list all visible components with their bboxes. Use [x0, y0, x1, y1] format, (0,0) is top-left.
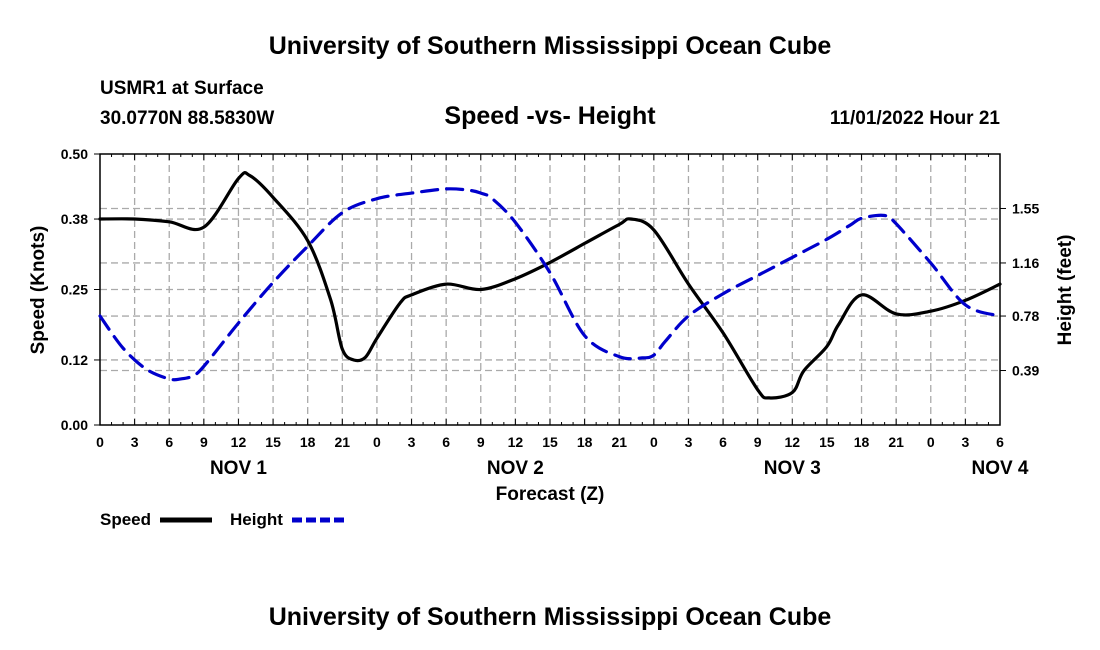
- y-tick-label: 0.25: [61, 282, 88, 298]
- series-lines: [98, 171, 1002, 400]
- x-axis-label: Forecast (Z): [496, 484, 605, 505]
- x-tick-label: 9: [200, 434, 208, 450]
- y-tick-label: 0.00: [61, 417, 88, 433]
- x-tick-label: 15: [265, 434, 281, 450]
- speed-series-line: [98, 171, 1002, 400]
- x-tick-label: 15: [542, 434, 558, 450]
- x-tick-label: 21: [888, 434, 904, 450]
- x-tick-label: 12: [785, 434, 801, 450]
- chart-title: Speed -vs- Height: [444, 102, 656, 130]
- y-axis-label: Speed (Knots): [28, 226, 49, 355]
- y2-tick-label: 0.78: [1012, 308, 1039, 324]
- legend-speed-label: Speed: [100, 510, 151, 529]
- x-tick-label: 6: [165, 434, 173, 450]
- forecast-datetime: 11/01/2022 Hour 21: [830, 108, 1000, 129]
- x-tick-label: 21: [335, 434, 351, 450]
- x-tick-label: 0: [96, 434, 104, 450]
- x-tick-label: 3: [408, 434, 416, 450]
- grid-lines: [100, 154, 1000, 425]
- x-tick-label: 12: [508, 434, 524, 450]
- x-tick-label: 6: [719, 434, 727, 450]
- y2-tick-label: 1.16: [1012, 255, 1039, 271]
- station-coords: 30.0770N 88.5830W: [100, 108, 274, 129]
- day-label: NOV 4: [971, 458, 1028, 479]
- x-tick-label: 12: [231, 434, 247, 450]
- y2-tick-label: 1.55: [1012, 200, 1039, 216]
- station-label: USMR1 at Surface: [100, 78, 264, 99]
- y2-axis-label: Height (feet): [1055, 235, 1076, 346]
- x-tick-label: 18: [854, 434, 870, 450]
- x-tick-label: 18: [577, 434, 593, 450]
- x-tick-label: 21: [611, 434, 627, 450]
- page-title: University of Southern Mississippi Ocean…: [269, 32, 832, 60]
- x-tick-label: 9: [477, 434, 485, 450]
- x-tick-label: 0: [373, 434, 381, 450]
- day-label: NOV 1: [210, 458, 267, 479]
- x-tick-label: 3: [961, 434, 969, 450]
- day-label: NOV 2: [487, 458, 544, 479]
- axes: [94, 153, 1006, 426]
- x-tick-label: 9: [754, 434, 762, 450]
- y-tick-label: 0.12: [61, 352, 88, 368]
- footer-title: University of Southern Mississippi Ocean…: [269, 603, 832, 631]
- y-tick-label: 0.50: [61, 146, 88, 162]
- legend: Speed Height: [100, 510, 344, 529]
- x-tick-label: 3: [131, 434, 139, 450]
- x-tick-label: 15: [819, 434, 835, 450]
- day-label: NOV 3: [764, 458, 821, 479]
- tick-labels: 0 3 6 9 12 15 18 21 0 3 6 9 12 15 18 21 0 3 6 9 12 15 18 21 0 3 6 N…: [61, 146, 1040, 479]
- x-tick-label: 18: [300, 434, 316, 450]
- plot-frame: [99, 153, 1001, 426]
- y2-tick-label: 0.39: [1012, 363, 1039, 379]
- height-series-line: [98, 187, 1002, 382]
- x-tick-label: 3: [685, 434, 693, 450]
- y-tick-label: 0.38: [61, 211, 88, 227]
- x-tick-label: 0: [650, 434, 658, 450]
- legend-height-label: Height: [230, 510, 283, 529]
- x-tick-label: 0: [927, 434, 935, 450]
- x-tick-label: 6: [996, 434, 1004, 450]
- x-tick-label: 6: [442, 434, 450, 450]
